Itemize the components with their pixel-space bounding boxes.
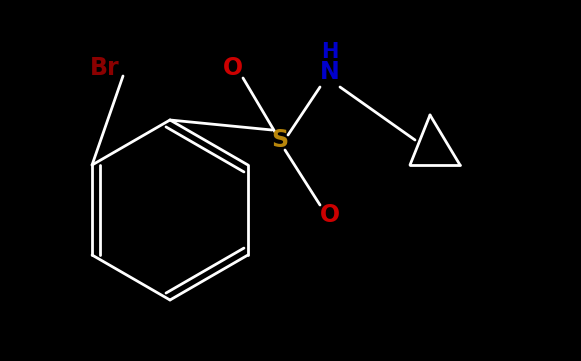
Text: O: O <box>223 56 243 80</box>
Text: O: O <box>320 203 340 227</box>
Text: S: S <box>271 128 289 152</box>
Text: Br: Br <box>90 56 120 80</box>
Text: N: N <box>320 60 340 84</box>
Text: H: H <box>321 42 339 62</box>
